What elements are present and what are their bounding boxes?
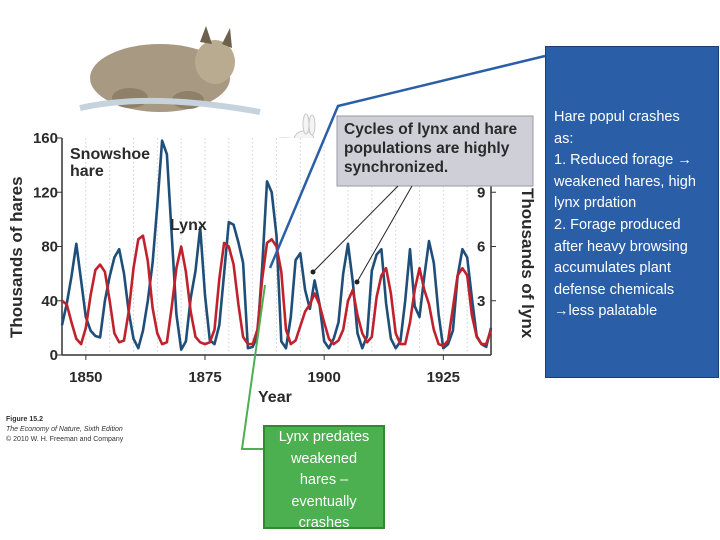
- callout-line: accumulates plant: [554, 260, 671, 277]
- callout-connector-green: [240, 284, 266, 450]
- callout-line: 1. Reduced forage →: [554, 152, 692, 169]
- callout-line: lynx prdation: [554, 195, 637, 212]
- y-tick-label-left: 80: [41, 239, 58, 256]
- y-tick-label-right: 6: [477, 239, 485, 256]
- x-tick-label: 1850: [69, 369, 102, 386]
- figure-source: The Economy of Nature, Sixth Edition: [6, 426, 123, 433]
- lynx-illustration: [79, 26, 261, 115]
- y-axis-title-right: Thousands of lynx: [518, 188, 537, 339]
- x-tick-label: 1925: [427, 369, 460, 386]
- series-line-lynx: [61, 234, 493, 348]
- y-tick-label-left: 40: [41, 293, 58, 310]
- annotation-dot-2: [354, 279, 360, 285]
- y-tick-label-left: 120: [33, 184, 58, 201]
- y-axis-title-left: Thousands of hares: [7, 176, 26, 338]
- lynx-predation-callout: Lynx predates weakened hares – eventuall…: [263, 425, 385, 531]
- callout-line: defense chemicals: [554, 281, 675, 298]
- callout-line: Hare popul crashes: [554, 109, 680, 125]
- callout-line: Lynx predates: [278, 429, 370, 445]
- annotation-box: [336, 115, 534, 187]
- callout-line: weakened: [290, 450, 358, 467]
- callout-line: eventually: [291, 493, 357, 510]
- callout-line: after heavy browsing: [554, 238, 688, 255]
- series-line-hare: [60, 139, 493, 351]
- callout-line: weakened hares, high: [554, 173, 696, 190]
- annotation-dot-1: [310, 269, 316, 275]
- y-tick-label-right: 9: [477, 184, 485, 201]
- callout-line: as:: [554, 130, 574, 147]
- x-axis-title: Year: [258, 389, 292, 406]
- y-tick-label-left: 160: [33, 130, 58, 147]
- figure-number: Figure 15.2: [6, 416, 43, 423]
- figure-copyright: © 2010 W. H. Freeman and Company: [6, 436, 124, 443]
- callout-line: 2. Forage produced: [554, 216, 681, 233]
- callout-line: crashes: [298, 515, 350, 531]
- x-tick-label: 1875: [188, 369, 221, 386]
- annotation-pointer-1: [312, 185, 399, 273]
- hare-crash-callout: Hare popul crashes as: 1. Reduced forage…: [545, 46, 719, 378]
- series-label-lynx: Lynx: [170, 217, 207, 234]
- annotation-text: Cycles of lynx and hare populations are …: [344, 121, 518, 176]
- callout-connector-blue: [268, 54, 546, 269]
- y-tick-label-left: 0: [50, 347, 58, 364]
- callout-line: →less palatable: [554, 303, 658, 320]
- annotation-pointer-2: [356, 185, 413, 283]
- x-tick-label: 1900: [307, 369, 340, 386]
- series-label-hare: Snowshoe hare: [70, 146, 150, 180]
- callout-line: hares –: [299, 472, 349, 488]
- y-tick-label-right: 3: [477, 293, 485, 310]
